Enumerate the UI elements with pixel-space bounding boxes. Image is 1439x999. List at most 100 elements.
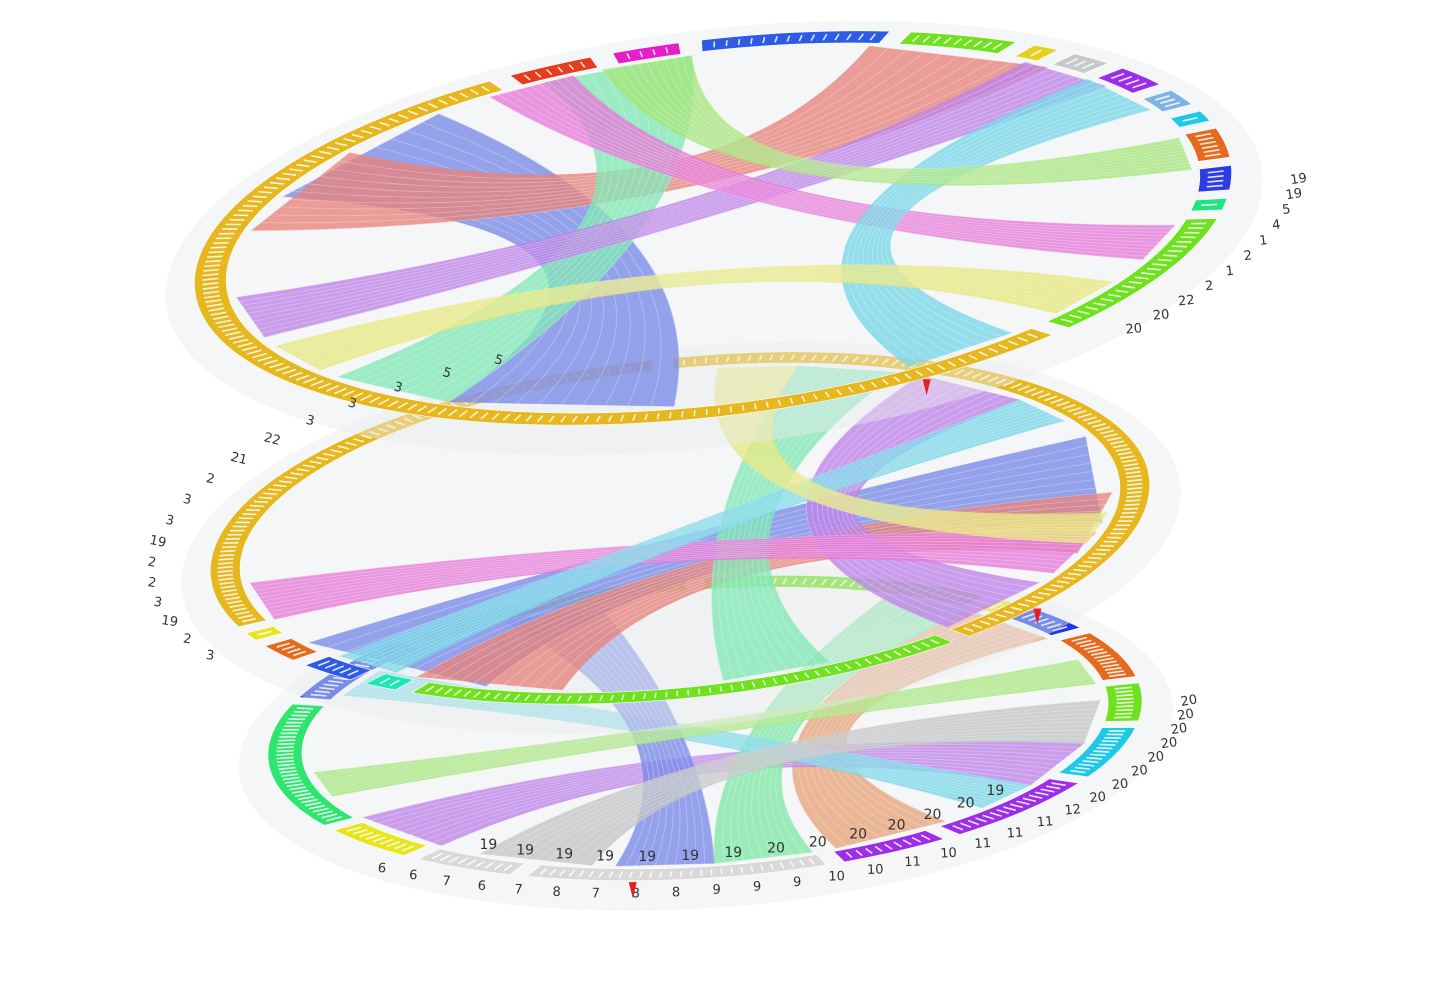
- top-ring-tick: [1201, 204, 1217, 205]
- middle-ring-tick: [222, 547, 237, 548]
- bottom-ring-tick: [721, 868, 722, 874]
- left-chromosome-label: 19: [160, 613, 179, 630]
- bottom-ring-tick: [1096, 748, 1112, 749]
- bottom-ring-tick: [681, 871, 682, 877]
- bottom-chromosome-label: 6: [377, 861, 387, 877]
- middle-ring-tick: [1127, 496, 1142, 497]
- bottom-ring-tick: [277, 747, 294, 748]
- bottom-chromosome-label: 10: [867, 862, 884, 878]
- bottom-ring-tick: [731, 868, 732, 874]
- top-ring-tick: [243, 206, 258, 207]
- bottom-chromosome-label: 8: [552, 885, 561, 900]
- bottom-chromosome-label: 7: [514, 882, 523, 897]
- middle-ring-tick: [1125, 504, 1140, 505]
- bottom-ring-tick: [297, 708, 313, 709]
- inner-chromosome-label: 19: [638, 849, 656, 865]
- left-chromosome-label: 2: [205, 471, 217, 488]
- bottom-ring-tick: [1099, 744, 1115, 745]
- middle-ring-tick: [699, 689, 700, 694]
- inner-chromosome-label: 19: [516, 843, 534, 859]
- inner-chromosome-label: 20: [849, 827, 867, 843]
- bottom-ring-tick: [1090, 754, 1106, 755]
- top-ring-segment-8: [1198, 165, 1232, 192]
- middle-ring-tick: [221, 551, 236, 552]
- middle-ring-tick: [1096, 550, 1110, 551]
- top-ring-tick: [1172, 246, 1187, 247]
- middle-ring-tick: [254, 501, 268, 502]
- top-ring-tick: [1168, 251, 1183, 252]
- left-chromosome-label: 2: [146, 555, 157, 571]
- bottom-chromosome-label: 11: [1036, 814, 1054, 830]
- bottom-chromosome-label: 8: [672, 885, 680, 900]
- bottom-chromosome-label: 12: [1064, 802, 1082, 818]
- right-chromosome-label: 2: [1204, 279, 1214, 295]
- bottom-chromosome-label: 10: [940, 846, 957, 862]
- right-chromosome-label: 20: [1125, 321, 1143, 337]
- middle-ring-tick: [1088, 558, 1102, 559]
- left-chromosome-label: 3: [205, 648, 215, 664]
- left-chromosome-label: 3: [182, 492, 193, 508]
- inner-chromosome-label: 20: [957, 796, 975, 812]
- bottom-chromosome-label: 20: [1130, 763, 1148, 780]
- top-ring-tick: [731, 407, 732, 413]
- left-chromosome-label: 3: [153, 595, 164, 611]
- left-chromosome-label: 3: [164, 513, 175, 529]
- bottom-ring-tick: [278, 740, 295, 741]
- inner-chromosome-label: 19: [986, 783, 1004, 799]
- bottom-ring-tick: [691, 870, 692, 876]
- inner-chromosome-label: 20: [888, 818, 906, 834]
- top-ring-tick: [207, 256, 223, 257]
- middle-ring-tick: [1083, 562, 1096, 563]
- top-ring-tick: [1163, 255, 1177, 256]
- bottom-chromosome-label: 20: [1089, 790, 1107, 807]
- inner-chromosome-label: 19: [681, 848, 699, 864]
- bottom-ring-tick: [1117, 702, 1134, 703]
- middle-ring-tick: [1123, 508, 1138, 509]
- bottom-ring-tick: [294, 712, 310, 713]
- bottom-chromosome-label: 20: [1160, 735, 1178, 752]
- middle-ring-tick: [655, 693, 656, 698]
- top-ring-tick: [205, 261, 221, 262]
- bottom-chromosome-label: 6: [409, 868, 418, 884]
- bottom-chromosome-label: 11: [974, 836, 991, 852]
- top-ring-tick: [739, 39, 740, 45]
- middle-ring-tick: [1092, 554, 1106, 555]
- middle-ring-tick: [644, 693, 645, 699]
- left-chromosome-label: 22: [262, 430, 282, 449]
- right-chromosome-label: 20: [1152, 307, 1170, 323]
- bottom-chromosome-label: 7: [442, 874, 451, 890]
- bottom-ring-tick: [1115, 713, 1132, 714]
- left-chromosome-label: 21: [229, 450, 249, 469]
- bottom-chromosome-label: 20: [1180, 692, 1199, 710]
- top-ring-tick: [694, 410, 695, 416]
- inner-chromosome-label: 19: [555, 847, 573, 863]
- inner-chromosome-label: 19: [596, 849, 614, 865]
- inner-chromosome-label: 20: [809, 834, 827, 850]
- right-chromosome-label: 1: [1258, 233, 1268, 249]
- top-ring-tick: [682, 411, 683, 417]
- bottom-chromosome-label: 9: [753, 880, 761, 895]
- bottom-ring-tick: [1116, 706, 1133, 707]
- bottom-chromosome-label: 11: [1006, 825, 1024, 841]
- bottom-chromosome-label: 10: [828, 869, 845, 884]
- middle-ring-tick: [219, 555, 234, 556]
- middle-ring-tick: [1100, 546, 1114, 547]
- bottom-ring-tick: [277, 744, 294, 745]
- right-chromosome-label: 2: [1243, 248, 1253, 264]
- bottom-chromosome-label: 20: [1111, 776, 1129, 793]
- bottom-chromosome-label: 7: [591, 886, 600, 901]
- top-ring-tick: [248, 201, 262, 202]
- middle-ring-tick: [1126, 500, 1141, 501]
- bottom-chromosome-label: 9: [793, 875, 802, 890]
- middle-ring-tick: [710, 688, 711, 693]
- left-chromosome-label: 19: [148, 533, 167, 551]
- middle-ring-tick: [246, 510, 260, 511]
- right-chromosome-label: 19: [1285, 186, 1304, 203]
- bottom-ring-tick: [1102, 741, 1118, 742]
- inner-chromosome-label: 19: [479, 837, 497, 853]
- bottom-ring-tick: [276, 754, 293, 755]
- top-ring-tick: [253, 196, 267, 197]
- middle-ring-tick: [259, 497, 273, 498]
